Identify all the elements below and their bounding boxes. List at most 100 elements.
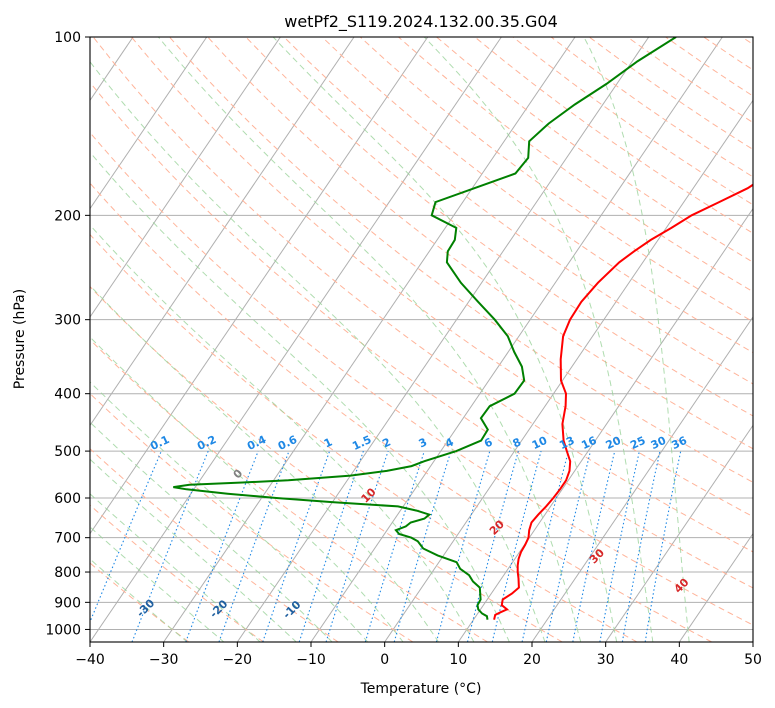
- moist-adiabat-line: [90, 60, 546, 642]
- mixing-ratio-label: 0.1: [148, 433, 171, 453]
- y-tick-label: 600: [54, 491, 81, 507]
- isotherm-line: [90, 37, 355, 427]
- mixing-ratio-label: 13: [557, 434, 576, 452]
- isotherm-line: [531, 316, 753, 642]
- series-layer: [173, 37, 753, 620]
- dry-adiabat-line: [90, 392, 414, 642]
- dry-adiabat-line: [283, 37, 753, 385]
- y-axis: 100 200 300 400 500 600 700 800 900 1000: [45, 30, 90, 638]
- mixing-ratio-line: [521, 450, 569, 642]
- x-tick-label: −20: [223, 652, 253, 668]
- y-axis-title: Pressure (hPa): [12, 289, 28, 389]
- adiabat-layer: [90, 37, 753, 642]
- mixing-ratio-line: [491, 450, 542, 642]
- moist-adiabat-line: [90, 336, 404, 642]
- isotherm-line: [90, 37, 208, 210]
- mixing-ratio-line: [218, 450, 290, 642]
- mixing-ratio-line: [621, 450, 661, 642]
- y-tick-label: 900: [54, 595, 81, 611]
- mixing-ratio-line: [298, 450, 364, 642]
- temperature-line: [493, 183, 753, 620]
- x-axis: −40 −30 −20 −10 0 10 20 30 40 50: [75, 642, 762, 668]
- mixing-ratio-line: [393, 450, 452, 642]
- y-tick-label: 300: [54, 313, 81, 329]
- isotherm-line: [90, 37, 429, 535]
- mixing-ratio-label: 30: [649, 434, 669, 452]
- mixing-ratio-label: 36: [670, 434, 690, 452]
- chart-title: wetPf2_S119.2024.132.00.35.G04: [284, 12, 558, 32]
- mixing-ratio-label: 25: [628, 434, 647, 452]
- dry-adiabat-line: [92, 37, 753, 553]
- isotherm-line: [236, 37, 650, 642]
- x-tick-label: 20: [523, 652, 541, 668]
- isotherm-line: [384, 99, 753, 642]
- grid-layer: [0, 37, 753, 642]
- isotherm-line: [90, 37, 502, 642]
- moist-adiabat-line: [158, 37, 582, 642]
- x-tick-label: −40: [75, 652, 105, 668]
- y-tick-label: 100: [54, 30, 81, 46]
- isotherm-line: [163, 37, 576, 642]
- y-tick-label: 800: [54, 565, 81, 581]
- moist-adiabat-line: [90, 526, 225, 642]
- isotherm-line: [678, 532, 753, 642]
- dry-adiabat-line: [90, 131, 753, 626]
- y-tick-label: 400: [54, 387, 81, 403]
- dry-adiabat-line: [90, 182, 712, 642]
- dry-adiabat-line: [321, 37, 753, 354]
- mixing-ratio-label: 1: [322, 435, 334, 450]
- moist-adiabat-label: 0: [231, 467, 246, 482]
- mixing-ratio-line: [572, 450, 616, 642]
- moist-adiabat-line: [90, 493, 261, 642]
- mixing-ratio-label: 6: [482, 435, 495, 450]
- mixing-ratio-line: [599, 450, 640, 642]
- mixing-ratio-label: 4: [443, 435, 456, 450]
- moist-adiabat-line: [90, 381, 369, 642]
- mixing-ratio-label: 16: [579, 434, 599, 452]
- x-tick-label: 10: [449, 652, 467, 668]
- dewpoint-line: [173, 37, 677, 620]
- mixing-ratio-line: [466, 450, 519, 642]
- moist-adiabat-line: [272, 37, 618, 642]
- moist-adiabat-line: [583, 37, 690, 642]
- mixing-ratio-line: [185, 450, 259, 642]
- y-tick-label: 1000: [45, 622, 81, 638]
- dry-adiabat-line: [90, 448, 339, 642]
- moist-adiabat-line: [90, 458, 297, 642]
- mixing-ratio-label: 0.6: [276, 433, 299, 453]
- dry-adiabat-line: [741, 37, 753, 45]
- dry-adiabat-line: [90, 81, 753, 589]
- x-tick-label: −30: [149, 652, 179, 668]
- x-tick-label: 40: [670, 652, 688, 668]
- mixing-ratio-line: [131, 450, 209, 642]
- dry-adiabat-line: [245, 37, 753, 417]
- mixing-ratio-label: 10: [530, 434, 550, 452]
- x-tick-label: −10: [296, 652, 326, 668]
- dry-adiabat-label: -10: [280, 598, 303, 621]
- plot-frame: [89, 36, 754, 643]
- x-tick-label: 30: [597, 652, 615, 668]
- moist-adiabat-line: [90, 284, 440, 642]
- dry-adiabat-line: [90, 562, 190, 642]
- x-tick-label: 50: [744, 652, 762, 668]
- moist-adiabat-line: [90, 421, 333, 642]
- isotherm-line: [752, 641, 753, 642]
- isopleth-label-layer: 0.1 0.2 0.4 0.6 1 1.5 2 3 4 6 8 10 13 16 20 25 30 36-30 -2…: [134, 433, 692, 622]
- moist-adiabat-label: 30: [587, 546, 607, 566]
- dry-adiabat-line: [90, 504, 264, 642]
- dry-adiabat-line: [131, 37, 753, 518]
- y-tick-label: 500: [54, 444, 81, 460]
- x-axis-title: Temperature (°C): [360, 681, 482, 697]
- mixing-ratio-line: [90, 450, 162, 624]
- dry-adiabat-label: -20: [207, 597, 230, 620]
- isotherm-line: [0, 37, 59, 642]
- dry-adiabat-line: [703, 37, 753, 71]
- mixing-ratio-line: [364, 450, 425, 642]
- moist-adiabat-line: [423, 37, 654, 642]
- dry-adiabat-line: [169, 37, 753, 483]
- moist-adiabat-line: [90, 224, 475, 642]
- x-tick-label: 0: [380, 652, 389, 668]
- y-tick-label: 700: [54, 531, 81, 547]
- mixing-ratio-label: 3: [417, 435, 429, 450]
